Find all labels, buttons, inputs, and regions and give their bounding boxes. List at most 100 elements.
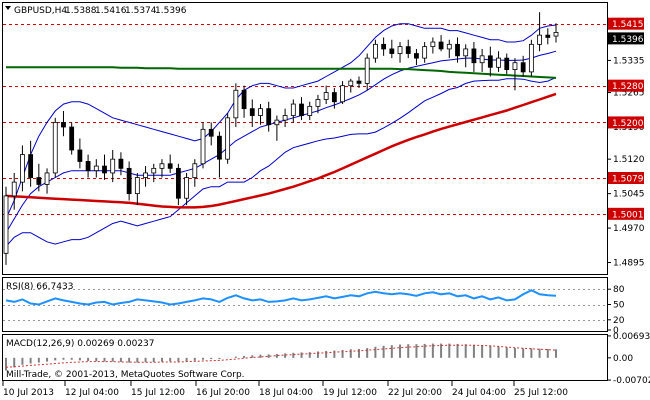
candle-body-3 bbox=[28, 154, 34, 178]
candle-body-12 bbox=[102, 165, 107, 174]
level-label-text-3: 1.5079 bbox=[612, 175, 644, 185]
candle-body-60 bbox=[496, 57, 501, 68]
candle-body-14 bbox=[118, 158, 124, 169]
level-label-text-2: 1.5200 bbox=[612, 119, 644, 129]
candle-body-22 bbox=[184, 177, 189, 199]
candle-body-0 bbox=[3, 195, 9, 254]
time-tick-label-2: 15 Jul 12:00 bbox=[131, 388, 185, 398]
candle-body-49 bbox=[405, 46, 411, 54]
candle-body-13 bbox=[110, 158, 116, 174]
candle-body-23 bbox=[192, 163, 198, 178]
macd-tick-label-1: 0.00 bbox=[613, 354, 633, 364]
rsi-tick-label-0: 80 bbox=[613, 285, 625, 295]
time-tick-label-7: 24 Jul 04:00 bbox=[452, 388, 506, 398]
price-tick-label-1: 1.5265 bbox=[613, 89, 645, 99]
candle-body-41 bbox=[340, 85, 345, 103]
candle-body-44 bbox=[364, 57, 370, 84]
time-tick-label-0: 10 Jul 2013 bbox=[3, 388, 54, 398]
level-label-text-1: 1.5280 bbox=[612, 82, 644, 92]
candle-body-51 bbox=[422, 46, 428, 59]
indicator-lines bbox=[5, 23, 557, 247]
candle-body-8 bbox=[69, 126, 75, 151]
candle-body-25 bbox=[208, 128, 214, 137]
rsi-series-line bbox=[5, 289, 557, 306]
candle-body-40 bbox=[331, 92, 337, 103]
dropdown-triangle-icon[interactable] bbox=[5, 6, 11, 10]
ohlc-high: 1.5416 bbox=[95, 6, 127, 16]
candle-body-29 bbox=[241, 89, 247, 110]
candle-body-35 bbox=[290, 103, 296, 116]
candle-body-17 bbox=[143, 172, 148, 178]
current-price-label: 1.5396 bbox=[612, 35, 644, 45]
candle-body-30 bbox=[249, 108, 255, 116]
ohlc-open: 1.5388 bbox=[65, 6, 97, 16]
candle-body-42 bbox=[348, 80, 354, 87]
candle-body-1 bbox=[11, 181, 17, 197]
candle-body-65 bbox=[537, 34, 542, 45]
candle-body-10 bbox=[85, 161, 91, 172]
time-tick-label-3: 16 Jul 20:00 bbox=[196, 388, 250, 398]
level-label-box-0 bbox=[608, 17, 644, 30]
candle-body-11 bbox=[93, 165, 99, 172]
candle-body-63 bbox=[520, 62, 526, 73]
candle-body-38 bbox=[315, 99, 321, 107]
candle-body-16 bbox=[134, 177, 140, 195]
time-tick-label-5: 19 Jul 12:00 bbox=[323, 388, 377, 398]
level-label-box-1 bbox=[608, 79, 644, 92]
candle-body-47 bbox=[389, 48, 395, 54]
candle-body-56 bbox=[463, 48, 469, 57]
candle-body-53 bbox=[438, 41, 444, 50]
candle-body-32 bbox=[266, 108, 272, 126]
rsi-label: RSI(8) 66.7433 bbox=[6, 282, 73, 292]
candle-body-15 bbox=[126, 167, 132, 195]
candle-body-54 bbox=[446, 43, 452, 50]
candle-body-52 bbox=[430, 41, 436, 48]
candle-body-55 bbox=[455, 43, 460, 57]
level-label-text-0: 1.5415 bbox=[612, 20, 644, 30]
candle-body-5 bbox=[44, 172, 50, 185]
candles bbox=[3, 12, 559, 265]
time-tick-label-6: 22 Jul 20:00 bbox=[388, 388, 442, 398]
candle-body-19 bbox=[159, 163, 165, 169]
candle-body-26 bbox=[217, 135, 222, 160]
time-tick-label-8: 25 Jul 12:00 bbox=[514, 388, 568, 398]
candle-body-4 bbox=[36, 177, 42, 185]
candle-body-31 bbox=[258, 108, 263, 116]
main-pane-frame bbox=[2, 2, 608, 275]
macd-axis: 0.00693 0.00 -0.00702 bbox=[607, 332, 650, 386]
price-tick-label-3: 1.5120 bbox=[613, 155, 645, 165]
candle-body-64 bbox=[528, 43, 534, 73]
candle-body-33 bbox=[274, 119, 280, 126]
candle-body-48 bbox=[397, 46, 403, 54]
level-lines bbox=[3, 24, 607, 215]
candle-body-24 bbox=[200, 128, 206, 165]
candle-body-2 bbox=[20, 154, 25, 183]
candle-body-57 bbox=[471, 48, 477, 64]
candle-body-9 bbox=[77, 149, 83, 162]
rsi-axis: 80 50 200 bbox=[607, 285, 625, 336]
copyright-label: Mill-Trade, © 2001-2013, MetaQuotes Soft… bbox=[6, 370, 245, 380]
rsi-tick-label-2: 20 bbox=[613, 316, 625, 326]
candle-body-27 bbox=[225, 117, 231, 160]
series-bb_lower bbox=[5, 76, 557, 247]
rsi-tick-label-3: 0 bbox=[613, 326, 619, 336]
time-tick-label-1: 12 Jul 04:00 bbox=[65, 388, 119, 398]
candle-body-46 bbox=[381, 43, 387, 50]
price-tick-label-5: 1.4970 bbox=[613, 224, 645, 234]
macd-histogram bbox=[5, 343, 557, 371]
series-ma_slow bbox=[6, 66, 557, 79]
ohlc-close: 1.5396 bbox=[155, 6, 187, 16]
candle-body-21 bbox=[175, 167, 181, 199]
candle-body-34 bbox=[282, 115, 288, 121]
candle-body-59 bbox=[487, 55, 493, 68]
time-axis: 10 Jul 2013 12 Jul 04:00 15 Jul 12:00 16 Ju… bbox=[2, 381, 568, 398]
candle-body-45 bbox=[373, 43, 378, 59]
level-labels: 1.5415 1.5280 1.5200 1.5079 1.5001 1.5396 bbox=[608, 17, 644, 220]
candle-body-28 bbox=[233, 89, 239, 119]
series-ma_fast bbox=[5, 92, 557, 209]
candle-body-6 bbox=[52, 122, 58, 174]
price-tick-label-0: 1.5335 bbox=[613, 56, 645, 66]
rsi-pane-frame bbox=[2, 277, 608, 332]
ohlc-low: 1.5374 bbox=[125, 6, 157, 16]
time-tick-label-4: 18 Jul 04:00 bbox=[259, 388, 313, 398]
